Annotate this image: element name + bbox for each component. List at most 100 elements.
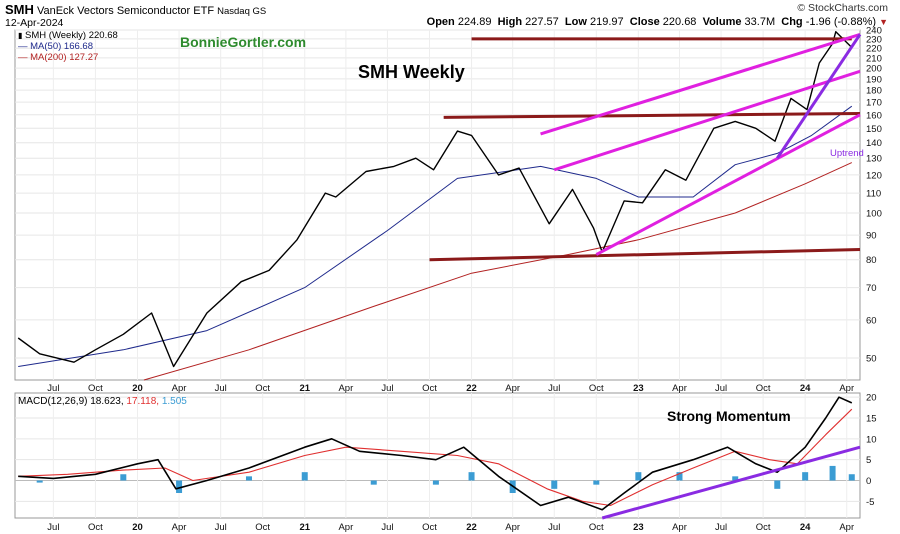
close-label: Close [629,16,660,28]
macd-x-tick-label: 24 [800,522,811,533]
price-series-layer [17,31,853,381]
uptrend-line [776,33,862,160]
price-tick-label: 220 [866,44,882,55]
macd-x-tick-label: Apr [172,522,187,533]
macd-x-tick-label: Apr [672,522,687,533]
price-x-tick-label: Oct [756,383,771,394]
macd-tick-label: 20 [866,393,877,404]
price-panel [14,29,861,381]
macd-x-tick-label: 22 [466,522,477,533]
momentum-annotation: Strong Momentum [667,408,791,424]
stockcharts-brand: © StockCharts.com [797,2,888,14]
fund-name: VanEck Vectors Semiconductor ETF [36,5,215,17]
price-x-tick-label: Oct [589,383,604,394]
price-tick-label: 130 [866,154,882,165]
macd-panel [14,392,861,519]
price-legend-row: ▮ SMH (Weekly) 220.68 [18,30,118,41]
resistance-mid-line [443,111,861,119]
ma200-legend: MA(200) 127.27 [30,52,99,63]
support-bottom-line [429,248,861,262]
price-tick-label: 90 [866,231,877,242]
histogram-bar [635,472,642,481]
price-x-tick-label: Jul [381,383,393,394]
price-x-tick-label: Jul [715,383,727,394]
price-tick-label: 60 [866,315,877,326]
axis-labels-layer: 5060708090100110120130140150160170180190… [47,26,882,534]
close-value: 220.68 [662,16,697,28]
channel-middle-line [553,69,861,172]
price-tick-label: 210 [866,53,882,64]
macd-x-tick-label: 23 [633,522,644,533]
signal-line [18,408,853,507]
chg-value: -1.96 (-0.88%) [805,16,877,28]
macd-legend-value: 18.623, [90,396,124,407]
histogram-bar [676,472,683,481]
ma50-line [18,105,853,367]
price-legend: SMH (Weekly) 220.68 [25,30,118,41]
macd-x-tick-label: Jul [548,522,560,533]
price-tick-label: 190 [866,74,882,85]
quote-bar: Open 224.89 High 227.57 Low 219.97 Close… [427,16,888,28]
signal-legend-value: 17.118, [126,396,160,407]
macd-tick-label: 10 [866,434,877,445]
ma200-line [143,162,853,381]
channel-upper-line [540,32,861,136]
price-x-tick-label: 21 [299,383,310,394]
macd-x-tick-label: 20 [132,522,143,533]
macd-x-tick-label: Oct [589,522,604,533]
price-x-tick-label: Apr [172,383,187,394]
macd-legend-label: MACD(12,26,9) [18,396,88,407]
price-tick-label: 240 [866,26,882,37]
histogram-bar [732,476,739,481]
macd-x-tick-label: Jul [47,522,59,533]
price-x-tick-label: Apr [672,383,687,394]
price-x-tick-label: Oct [255,383,270,394]
price-x-tick-label: Jul [215,383,227,394]
macd-tick-label: 5 [866,455,871,466]
price-tick-label: 120 [866,170,882,181]
price-x-tick-label: 23 [633,383,644,394]
high-value: 227.57 [525,16,559,28]
histogram-bar [176,480,183,493]
histogram-bar [120,474,127,481]
macd-tick-label: -5 [866,497,874,508]
momentum-trendline-line [601,445,861,520]
chart-date: 12-Apr-2024 [5,17,64,29]
uptrend-annotation: Uptrend [830,148,864,159]
price-x-tick-label: Jul [548,383,560,394]
histogram-bar [551,480,558,489]
ma50-swatch-icon: — [18,41,28,52]
price-tick-label: 140 [866,138,882,149]
macd-x-tick-label: Jul [715,522,727,533]
price-line [17,31,853,368]
macd-x-tick-label: 21 [299,522,310,533]
volume-value: 33.7M [744,16,776,28]
price-x-tick-label: 22 [466,383,477,394]
macd-x-tick-label: Oct [756,522,771,533]
histogram-bar [774,480,781,489]
price-x-tick-label: Apr [839,383,854,394]
chart-title-annotation: SMH Weekly [358,62,465,82]
price-x-tick-label: 24 [800,383,811,394]
macd-x-tick-label: Jul [215,522,227,533]
price-x-tick-label: Apr [338,383,353,394]
macd-x-tick-label: Oct [422,522,437,533]
price-tick-label: 230 [866,34,882,45]
histogram-bar [802,472,809,481]
price-tick-label: 160 [866,110,882,121]
price-tick-label: 50 [866,353,877,364]
price-tick-label: 170 [866,98,882,109]
price-x-tick-label: Oct [422,383,437,394]
ma200-legend-row: — MA(200) 127.27 [18,52,98,63]
site-annotation: BonnieGortler.com [180,34,306,50]
price-tick-label: 70 [866,283,877,294]
price-tick-label: 100 [866,209,882,220]
macd-series-layer [18,396,855,511]
high-label: High [497,16,523,28]
histogram-bar [301,472,308,481]
histogram-bar [432,480,439,485]
macd-x-tick-label: Jul [381,522,393,533]
price-x-tick-label: 20 [132,383,143,394]
price-tick-label: 200 [866,64,882,75]
